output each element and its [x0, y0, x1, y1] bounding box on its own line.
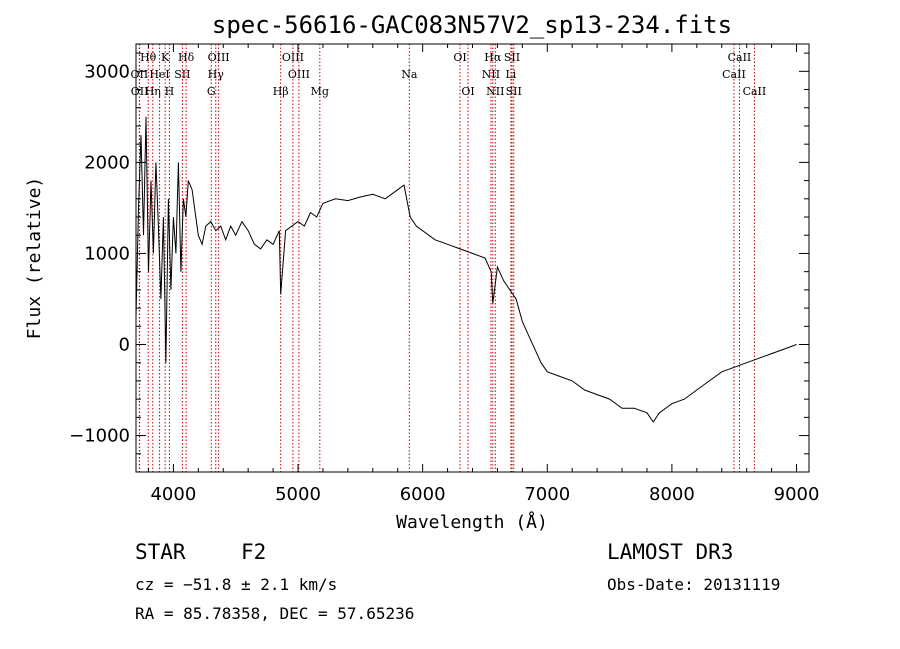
- spectral-line-label: CaII: [743, 85, 767, 98]
- coordinates: RA = 85.78358, DEC = 57.65236: [135, 604, 415, 623]
- spectral-line-label: Hθ: [140, 51, 157, 64]
- spectral-line-label: OII: [131, 68, 149, 81]
- y-tick-label: 0: [119, 335, 130, 356]
- object-class: STAR: [135, 540, 186, 564]
- spectral-line-label: OIII: [288, 68, 310, 81]
- spectral-line-label: Li: [505, 68, 516, 81]
- spectral-line-label: H: [165, 85, 175, 98]
- spectral-line-label: Hβ: [273, 85, 289, 98]
- spectral-line-label: Hη: [145, 85, 161, 98]
- spectral-line-label: Na: [401, 68, 418, 81]
- spectral-line-label: OI: [461, 85, 474, 98]
- spectral-line-label: G: [207, 85, 216, 98]
- survey-name: LAMOST DR3: [607, 540, 734, 564]
- y-tick-label: −1000: [69, 426, 130, 447]
- spectral-line-label: HeI: [149, 68, 169, 81]
- spectral-subclass: F2: [241, 540, 267, 564]
- spectral-line-label: CaII: [728, 51, 752, 64]
- spectral-line-label: NII: [486, 85, 504, 98]
- spectral-line-label: Hδ: [178, 51, 195, 64]
- x-tick-label: 9000: [774, 484, 820, 505]
- spectral-line-label: K: [161, 51, 170, 64]
- x-tick-label: 7000: [524, 484, 570, 505]
- redshift-cz: cz = −51.8 ± 2.1 km/s: [135, 575, 338, 594]
- x-axis-label: Wavelength (Å): [396, 511, 548, 533]
- spectral-line-label: SII: [504, 51, 520, 64]
- x-tick-label: 5000: [275, 484, 321, 505]
- spectral-line-label: SII: [506, 85, 522, 98]
- y-tick-label: 3000: [84, 61, 130, 82]
- x-tick-label: 6000: [400, 484, 446, 505]
- plot-frame: [135, 43, 810, 473]
- spectral-line-label: Hα: [484, 51, 502, 64]
- spectrum-line: [135, 116, 797, 423]
- spectral-line-label: CaII: [722, 68, 746, 81]
- spectral-line-label: Mg: [311, 85, 329, 98]
- observation-date: Obs-Date: 20131119: [607, 575, 781, 594]
- x-tick-label: 4000: [150, 484, 196, 505]
- spectral-line-label: OIII: [282, 51, 304, 64]
- spectral-line-label: OII: [131, 85, 149, 98]
- y-tick-label: 1000: [84, 243, 130, 264]
- spectral-line-label: OIII: [208, 51, 230, 64]
- chart-title: spec-56616-GAC083N57V2_sp13-234.fits: [212, 11, 732, 39]
- y-axis-label: Flux (relative): [24, 177, 45, 340]
- y-tick-label: 2000: [84, 152, 130, 173]
- spectral-line-label: OI: [453, 51, 466, 64]
- spectral-line-label: Hγ: [208, 68, 225, 81]
- spectral-line-label: NII: [482, 68, 500, 81]
- x-tick-label: 8000: [649, 484, 695, 505]
- spectral-line-label: SII: [174, 68, 190, 81]
